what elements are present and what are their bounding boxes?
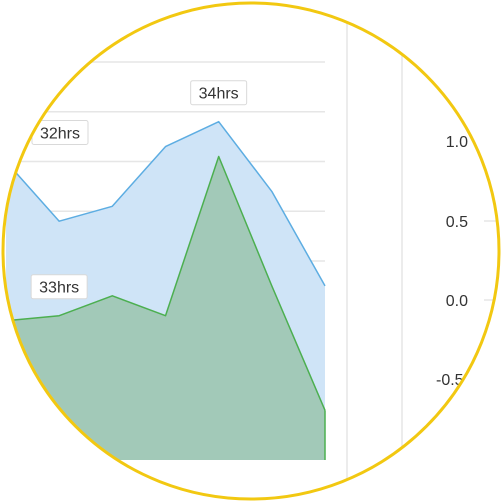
- right-y-axis: 1.0 0.5 0.0 -0.5: [436, 134, 499, 389]
- data-labels: 32hrs 33hrs 34hrs: [30, 80, 248, 300]
- data-label: 32hrs: [31, 120, 89, 145]
- data-label-box: [190, 80, 248, 106]
- series-2-line: [5, 155, 326, 411]
- data-label-box: [30, 274, 88, 300]
- y-tick-label: -0.5: [436, 372, 464, 389]
- y-tick-label: 1.0: [446, 134, 468, 151]
- y-tick-label: 0.0: [446, 293, 468, 310]
- series-1-line: [5, 120, 326, 287]
- data-label-text: 34hrs: [199, 86, 239, 103]
- data-label: 33hrs: [30, 274, 88, 300]
- data-label-text: 32hrs: [40, 126, 80, 143]
- circular-viewport: 32hrs 33hrs 34hrs 1.0 0.5 0.0 -0.5: [5, 3, 499, 499]
- data-label-text: 33hrs: [39, 280, 79, 297]
- y-tick-label: 0.5: [446, 214, 468, 231]
- series-areas: [5, 120, 326, 460]
- series-2-area: [6, 156, 325, 460]
- data-label: 34hrs: [190, 80, 248, 106]
